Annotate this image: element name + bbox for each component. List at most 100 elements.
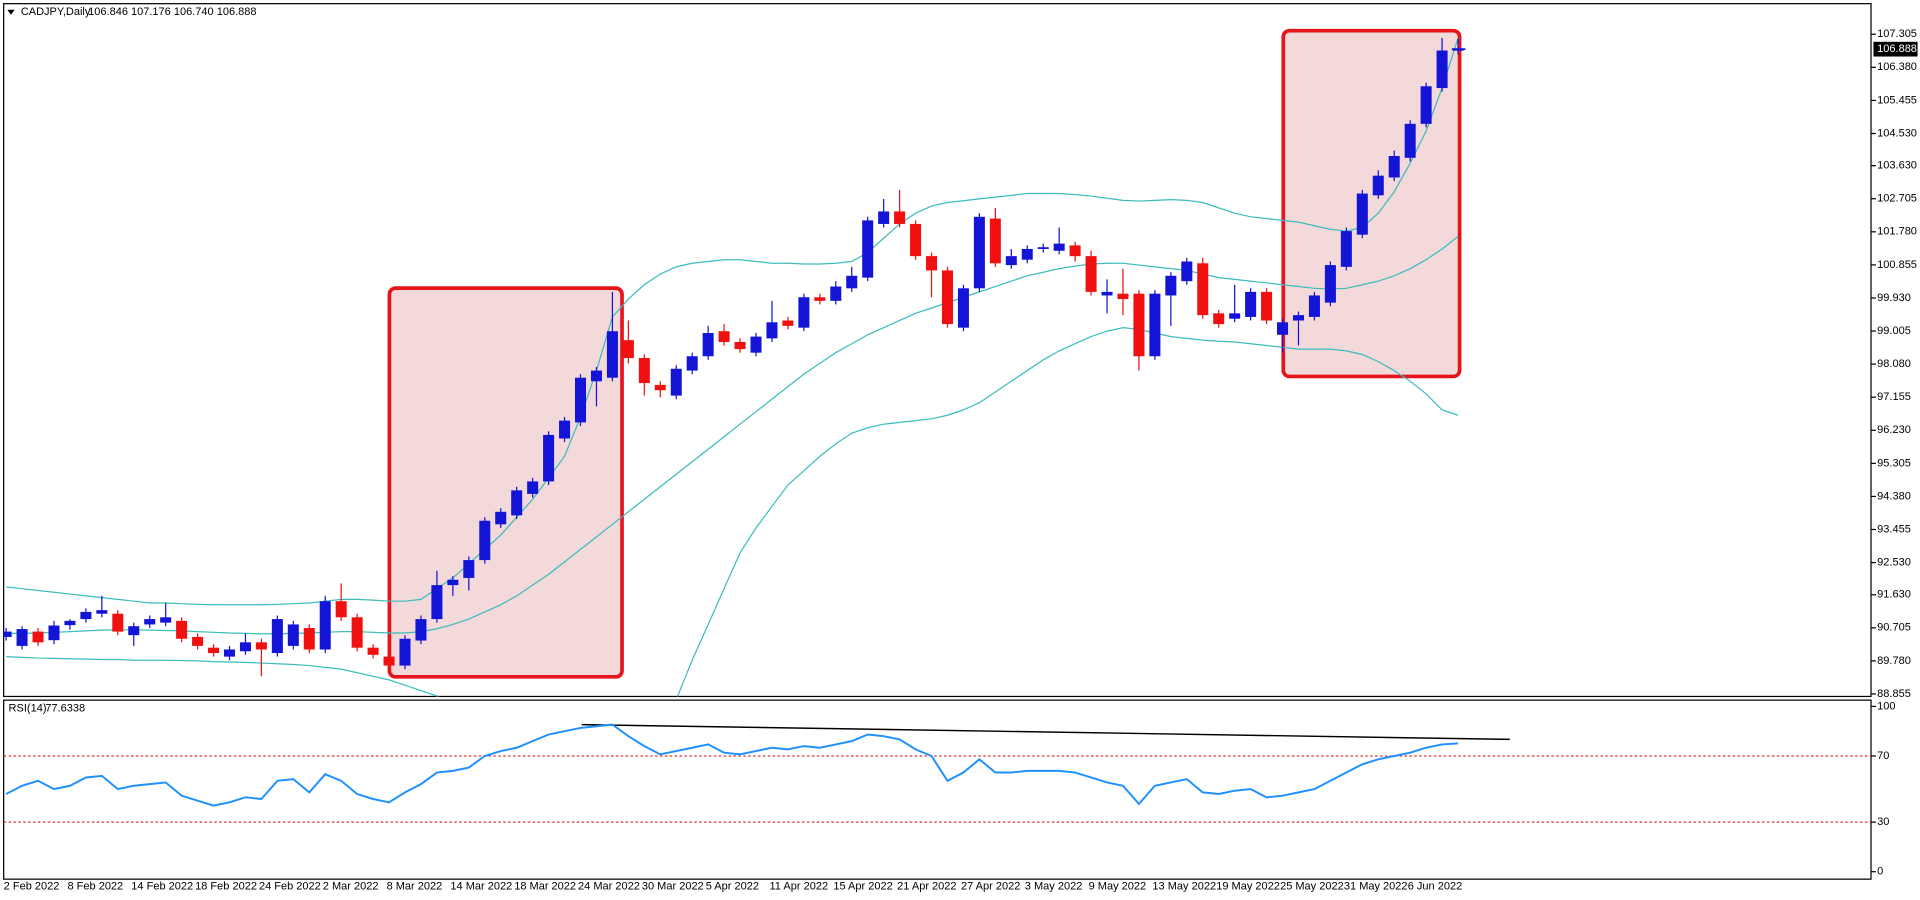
candle-body [862,220,874,278]
candle-body [128,626,140,636]
chart-title: CADJPY,Daily [21,6,91,18]
y-tick-label: 94.380 [1877,490,1911,502]
candle-body [559,420,571,439]
candle-body [910,223,922,257]
candle-body [973,216,985,289]
candle-body [144,619,156,625]
candle-body [1261,291,1273,321]
bollinger-band [6,327,1459,697]
candle-body [1005,256,1017,266]
candle-body [670,368,682,396]
candle-body [192,636,204,646]
candle-body [1277,322,1289,335]
candle-body [1133,293,1145,357]
x-tick-label: 18 Feb 2022 [195,880,257,892]
x-tick-label: 30 Mar 2022 [642,880,704,892]
candle-body [1356,193,1368,235]
candle-body [495,511,507,525]
candle-body [96,610,108,614]
candle-body [1388,156,1400,178]
candle-body [112,613,124,632]
candle-body [16,629,28,646]
y-tick-label: 30 [1877,816,1889,828]
candle-body [574,377,587,423]
price-panel-frame [3,3,1872,698]
last-price-label: 106.888 [1877,43,1917,55]
x-tick-label: 9 May 2022 [1089,880,1147,892]
candle-body [606,331,618,378]
x-tick-label: 24 Feb 2022 [259,880,321,892]
candle-body [351,617,363,648]
x-tick-label: 5 Apr 2022 [706,880,759,892]
y-tick-label: 99.005 [1877,325,1911,337]
candle-body [1308,295,1320,317]
candle-body [734,341,746,350]
candle-body [1021,248,1033,260]
candle-body [798,297,810,328]
x-tick-label: 31 May 2022 [1344,880,1408,892]
y-tick-label: 93.455 [1877,523,1911,535]
bollinger-band [6,235,1459,635]
x-tick-label: 13 May 2022 [1152,880,1216,892]
candle-body [527,481,539,494]
rsi-title: RSI(14) [9,703,47,715]
x-tick-label: 11 Apr 2022 [770,880,829,892]
candle-body [766,322,778,339]
candle-body [1213,313,1225,325]
candle-body [176,620,188,639]
menu-arrow[interactable] [7,9,15,15]
x-tick-label: 6 Jun 2022 [1408,880,1462,892]
x-tick-label: 27 Apr 2022 [961,880,1020,892]
candle-body [1037,247,1049,249]
candle-body [686,356,698,371]
candle-body [894,211,906,224]
rsi-panel-frame [3,699,1872,880]
candle-body [1229,313,1241,319]
candle-body [367,647,379,655]
candle-body [1404,123,1416,158]
candle-body [702,333,714,357]
candle-body [335,601,347,618]
y-tick-label: 105.455 [1877,94,1917,106]
candle-body [782,320,794,326]
candle-body [319,601,331,650]
candle-body [1101,291,1113,296]
candle-body [3,631,12,637]
candle-body [750,336,762,353]
y-tick-label: 95.305 [1877,457,1911,469]
candle-body [64,620,76,626]
candle-body [431,585,443,620]
candle-body [223,649,236,657]
candle-body [1181,261,1193,282]
candle-body [814,297,826,301]
y-tick-label: 100 [1877,700,1895,712]
candle-body [271,619,283,654]
candle-body [1436,50,1448,89]
y-tick-label: 91.630 [1877,589,1911,601]
candle-body [32,631,44,643]
x-tick-label: 21 Apr 2022 [897,880,956,892]
candle-body [287,624,299,646]
y-tick-label: 106.380 [1877,61,1917,73]
last-price-box [1873,41,1918,57]
candle-body [957,288,969,328]
candle-body [303,628,315,650]
highlight-box [387,286,624,679]
candle-body [543,434,555,482]
candle-body [415,619,427,641]
x-tick-label: 3 May 2022 [1025,880,1083,892]
candle-body [48,625,60,641]
y-tick-label: 0 [1877,866,1883,878]
candle-body [255,642,267,650]
candle-body [463,560,475,578]
candle-body [622,340,634,359]
ohlc-readout: 106.846 107.176 106.740 106.888 [88,6,256,18]
candle-body [1117,293,1129,300]
x-tick-label: 25 May 2022 [1280,880,1344,892]
y-tick-label: 70 [1877,750,1889,762]
candle-body [941,270,953,325]
candle-body [447,579,459,586]
y-tick-label: 96.230 [1877,424,1911,436]
x-tick-label: 8 Mar 2022 [387,880,443,892]
candle-body [638,358,650,384]
